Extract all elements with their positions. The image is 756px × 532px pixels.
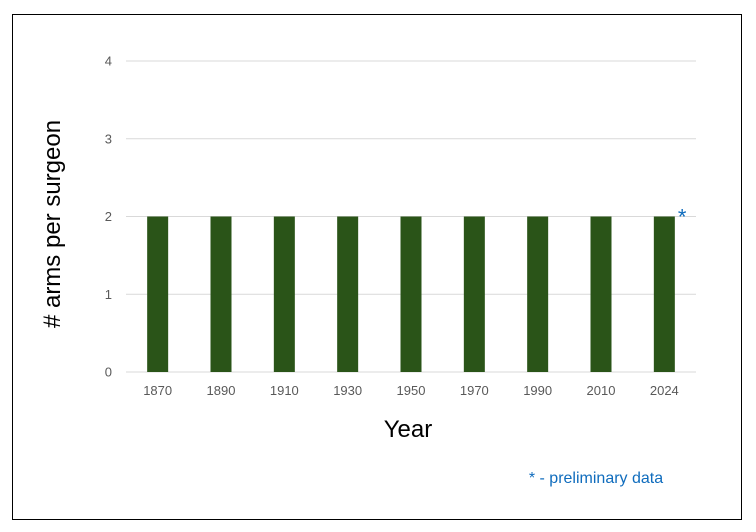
bars [147,216,675,372]
footnote: * - preliminary data [529,470,663,487]
bar-1990 [527,216,549,372]
x-axis-ticks: 1870 1890 1910 1930 1950 1970 1990 2010 2024 [143,383,679,398]
y-tick-label: 3 [105,131,112,146]
x-tick-label: 2010 [587,383,616,398]
preliminary-marker: * [678,205,687,230]
x-axis-title: Year [384,416,433,443]
x-tick-label: 1930 [333,383,362,398]
x-tick-label: 1890 [207,383,236,398]
x-tick-label: 1910 [270,383,299,398]
bar-2024 [653,216,675,372]
bar-1910 [273,216,295,372]
x-tick-label: 1870 [143,383,172,398]
bar-1870 [147,216,169,372]
bar-1950 [400,216,422,372]
x-tick-label: 1970 [460,383,489,398]
bar-2010 [590,216,612,372]
chart-frame [12,14,742,520]
y-tick-label: 2 [105,209,112,224]
y-axis-ticks: 0 1 2 3 4 [105,54,112,380]
x-tick-label: 1990 [523,383,552,398]
bar-1970 [463,216,485,372]
annotations: * [678,205,687,230]
y-axis-title: # arms per surgeon [39,120,66,328]
y-tick-label: 0 [105,365,112,380]
y-tick-label: 4 [105,54,112,69]
x-tick-label: 1950 [397,383,426,398]
y-tick-label: 1 [105,287,112,302]
bar-1930 [337,216,359,372]
x-tick-label: 2024 [650,383,679,398]
bar-1890 [210,216,232,372]
